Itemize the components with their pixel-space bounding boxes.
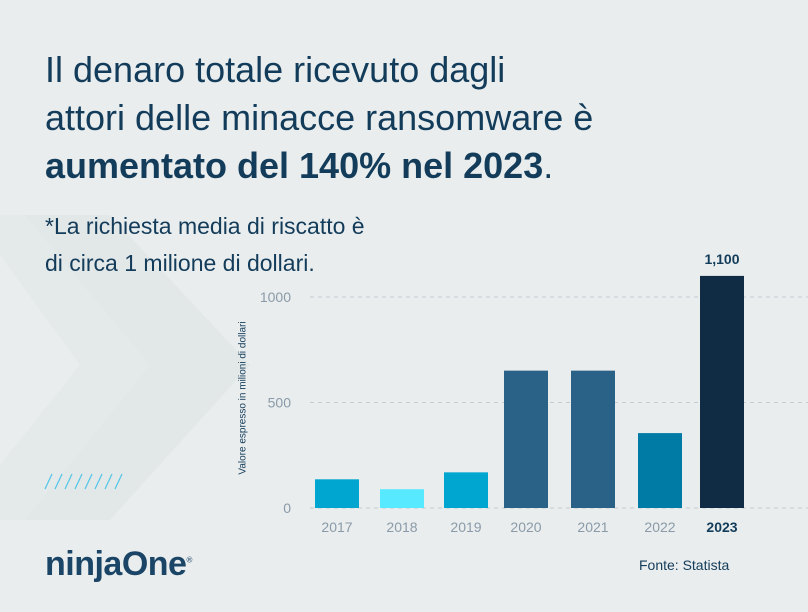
registered-mark: ® xyxy=(186,555,192,565)
ninjaone-logo: ninjaOne® xyxy=(45,545,192,584)
subtitle-line-1: *La richiesta media di riscatto è xyxy=(45,213,365,239)
x-tick-label-2019: 2019 xyxy=(450,519,481,535)
headline-highlight: aumentato del 140% nel 2023 xyxy=(45,145,544,186)
headline-line-2: attori delle minacce ransomware è xyxy=(45,97,594,138)
x-tick-label-2021: 2021 xyxy=(577,519,608,535)
data-label-2023: 1,100 xyxy=(704,251,739,267)
x-tick-label-2022: 2022 xyxy=(644,519,675,535)
x-tick-label-2023: 2023 xyxy=(706,519,737,535)
source-note: Fonte: Statista xyxy=(639,557,730,573)
x-tick-label-2018: 2018 xyxy=(386,519,417,535)
subtitle: *La richiesta media di riscatto è di cir… xyxy=(45,208,485,282)
logo-text: ninjaOne xyxy=(45,545,187,583)
hatch-decoration xyxy=(44,473,123,490)
bar-2023 xyxy=(700,275,744,508)
bar-2017 xyxy=(315,479,359,508)
headline-period: . xyxy=(543,145,554,186)
headline-line-1: Il denaro totale ricevuto dagli xyxy=(45,49,506,90)
subtitle-line-2: di circa 1 milione di dollari. xyxy=(45,250,315,276)
bar-2020 xyxy=(504,370,548,508)
bar-2022 xyxy=(638,433,682,508)
x-tick-label-2017: 2017 xyxy=(321,519,352,535)
y-tick-label-500: 500 xyxy=(268,395,292,411)
headline: Il denaro totale ricevuto dagli attori d… xyxy=(45,46,785,190)
x-tick-label-2020: 2020 xyxy=(510,519,541,535)
y-tick-label-0: 0 xyxy=(283,500,291,516)
bar-2018 xyxy=(380,489,424,508)
bar-2019 xyxy=(444,472,488,508)
y-tick-label-1000: 1000 xyxy=(260,289,291,305)
bar-2021 xyxy=(571,370,615,508)
